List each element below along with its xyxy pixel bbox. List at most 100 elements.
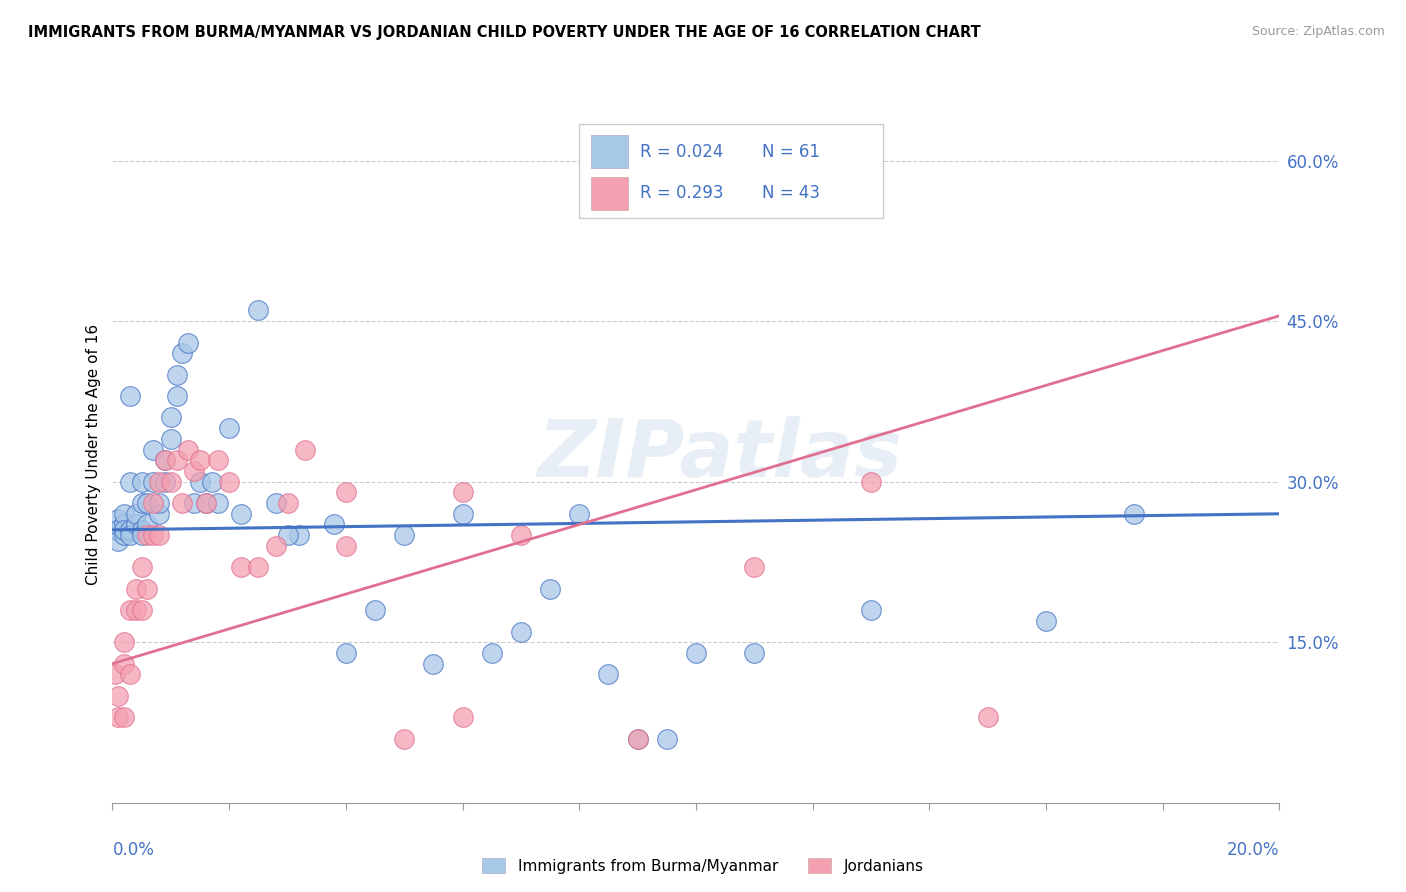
Point — [626, 731, 648, 746]
Point — [207, 496, 229, 510]
Point — [131, 496, 153, 510]
Point — [451, 710, 474, 724]
Point — [131, 523, 153, 537]
Point — [136, 517, 159, 532]
Point — [538, 582, 561, 596]
Point — [166, 368, 188, 382]
Point — [247, 303, 270, 318]
Point — [148, 475, 170, 489]
Point — [392, 731, 416, 746]
Point — [104, 523, 127, 537]
Point — [481, 646, 503, 660]
Point — [125, 517, 148, 532]
Point — [451, 507, 474, 521]
Point — [392, 528, 416, 542]
Point — [451, 485, 474, 500]
Point — [131, 603, 153, 617]
Point — [229, 560, 252, 574]
Text: R = 0.024: R = 0.024 — [640, 143, 723, 161]
Point — [118, 603, 141, 617]
Text: N = 61: N = 61 — [762, 143, 821, 161]
Point — [685, 646, 707, 660]
Point — [172, 496, 194, 510]
Point — [335, 539, 357, 553]
Point — [509, 528, 531, 542]
Point — [194, 496, 217, 510]
Point — [160, 432, 183, 446]
Point — [1035, 614, 1057, 628]
Point — [229, 507, 252, 521]
Point — [153, 453, 176, 467]
Point — [112, 517, 135, 532]
Point — [218, 421, 240, 435]
Point — [166, 453, 188, 467]
Point — [1122, 507, 1144, 521]
Point — [107, 533, 129, 548]
Point — [422, 657, 444, 671]
Point — [131, 560, 153, 574]
Point — [112, 710, 135, 724]
Point — [160, 410, 183, 425]
Point — [177, 335, 200, 350]
Point — [194, 496, 217, 510]
Point — [136, 496, 159, 510]
Point — [172, 346, 194, 360]
Text: R = 0.293: R = 0.293 — [640, 185, 724, 202]
Point — [207, 453, 229, 467]
Point — [509, 624, 531, 639]
Point — [112, 523, 135, 537]
Point — [859, 603, 883, 617]
Point — [323, 517, 346, 532]
Point — [288, 528, 311, 542]
Point — [264, 496, 287, 510]
Text: 20.0%: 20.0% — [1227, 841, 1279, 859]
Point — [276, 496, 298, 510]
Point — [125, 507, 148, 521]
Legend: Immigrants from Burma/Myanmar, Jordanians: Immigrants from Burma/Myanmar, Jordanian… — [477, 852, 929, 880]
Point — [136, 528, 159, 542]
Point — [148, 496, 170, 510]
Point — [188, 475, 211, 489]
Point — [131, 475, 153, 489]
Point — [294, 442, 316, 457]
Point — [148, 528, 170, 542]
Point — [568, 507, 591, 521]
Point — [118, 475, 141, 489]
Point — [160, 475, 183, 489]
Point — [118, 667, 141, 681]
Point — [364, 603, 387, 617]
Point — [148, 507, 170, 521]
Point — [183, 496, 205, 510]
Text: ZIPatlas: ZIPatlas — [537, 416, 901, 494]
Point — [107, 710, 129, 724]
Point — [201, 475, 224, 489]
Point — [142, 496, 165, 510]
Point — [112, 528, 135, 542]
Point — [118, 389, 141, 403]
Point — [335, 646, 357, 660]
Point — [142, 475, 165, 489]
Point — [247, 560, 270, 574]
Point — [742, 646, 765, 660]
Text: Source: ZipAtlas.com: Source: ZipAtlas.com — [1251, 25, 1385, 38]
Point — [125, 603, 148, 617]
Point — [742, 560, 765, 574]
Point — [118, 523, 141, 537]
Y-axis label: Child Poverty Under the Age of 16: Child Poverty Under the Age of 16 — [86, 325, 101, 585]
Point — [598, 667, 620, 681]
Point — [142, 442, 165, 457]
Point — [655, 731, 678, 746]
FancyBboxPatch shape — [591, 177, 628, 210]
Point — [626, 731, 648, 746]
Point — [218, 475, 240, 489]
Point — [859, 475, 883, 489]
Point — [183, 464, 205, 478]
Point — [264, 539, 287, 553]
Point — [112, 635, 135, 649]
Point — [142, 528, 165, 542]
Point — [107, 523, 129, 537]
Point — [112, 507, 135, 521]
Point — [125, 582, 148, 596]
Text: N = 43: N = 43 — [762, 185, 821, 202]
FancyBboxPatch shape — [591, 135, 628, 169]
